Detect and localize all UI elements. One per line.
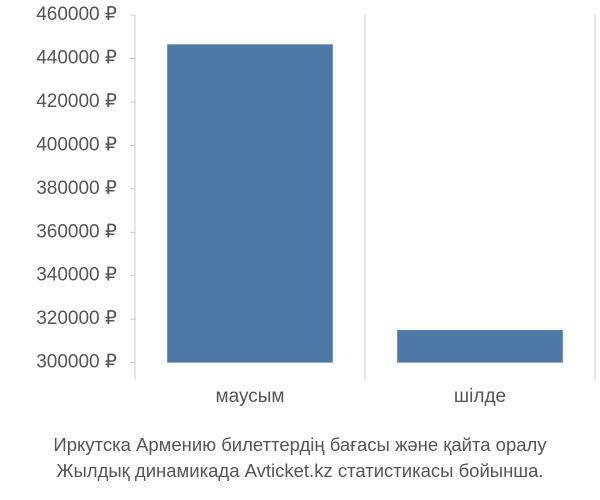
y-tick-label: 380000 ₽	[36, 178, 117, 199]
caption-line: Иркутска Армению билеттердің бағасы және…	[53, 434, 547, 455]
y-tick-label: 420000 ₽	[36, 91, 117, 112]
y-tick-label: 400000 ₽	[36, 134, 117, 155]
x-tick-label: маусым	[216, 386, 285, 407]
bar	[397, 330, 563, 363]
y-tick-label: 300000 ₽	[36, 352, 117, 373]
y-tick-label: 440000 ₽	[36, 47, 117, 68]
y-tick-label: 460000 ₽	[36, 4, 117, 25]
y-tick-label: 340000 ₽	[36, 265, 117, 286]
bar	[167, 44, 333, 363]
caption-line: Жылдық динамикада Avticket.kz статистика…	[56, 460, 543, 481]
y-tick-label: 360000 ₽	[36, 221, 117, 242]
x-tick-label: шілде	[454, 386, 506, 407]
y-tick-label: 320000 ₽	[36, 308, 117, 329]
